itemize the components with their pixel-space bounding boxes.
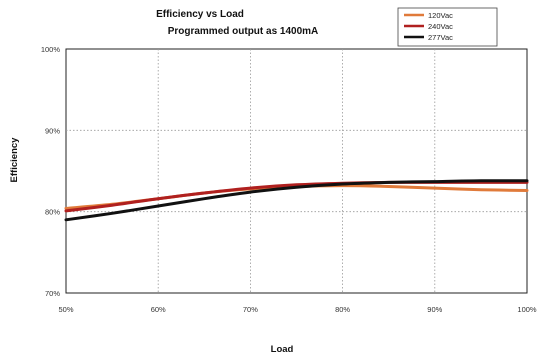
legend-label-240vac: 240Vac: [428, 22, 453, 31]
y-tick-label: 80%: [45, 208, 60, 217]
chart-subtitle: Programmed output as 1400mA: [168, 26, 319, 37]
legend-label-277vac: 277Vac: [428, 33, 453, 42]
legend-label-120vac: 120Vac: [428, 11, 453, 20]
y-tick-label: 70%: [45, 289, 60, 298]
y-axis-label: Efficiency: [9, 137, 20, 183]
legend: 120Vac 240Vac 277Vac: [397, 7, 498, 47]
chart-title: Efficiency vs Load: [156, 9, 244, 20]
y-tick-label: 100%: [41, 45, 61, 54]
y-tick-labels: 70% 80% 90% 100%: [41, 45, 61, 298]
x-axis-label: Load: [271, 344, 294, 355]
x-tick-label: 80%: [335, 305, 350, 314]
grid: [66, 49, 527, 293]
x-tick-labels: 50% 60% 70% 80% 90% 100%: [58, 305, 536, 314]
y-tick-label: 90%: [45, 126, 60, 135]
x-tick-label: 100%: [517, 305, 537, 314]
x-tick-label: 90%: [427, 305, 442, 314]
x-tick-label: 70%: [243, 305, 258, 314]
x-tick-label: 50%: [58, 305, 73, 314]
x-tick-label: 60%: [151, 305, 166, 314]
plot-area: [65, 48, 528, 294]
series-line-277vac: [64, 179, 529, 222]
series-lines: [64, 179, 529, 222]
